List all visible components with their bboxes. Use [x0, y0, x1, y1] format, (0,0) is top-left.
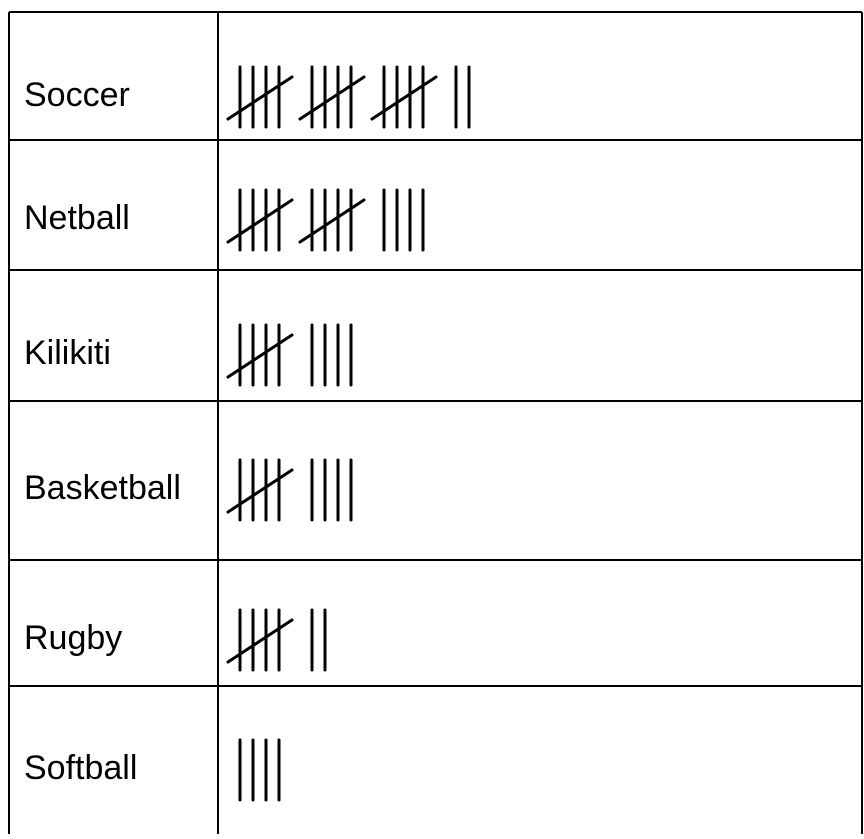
- sport-name: Basketball: [24, 469, 181, 507]
- tally-slash: [226, 468, 294, 514]
- sport-name: Softball: [24, 749, 137, 787]
- tally-slash: [226, 75, 294, 121]
- sport-name: Soccer: [24, 76, 130, 114]
- tally-slash: [226, 198, 294, 244]
- tally-slash: [370, 75, 438, 121]
- tally-slash: [226, 333, 294, 379]
- sport-name: Rugby: [24, 619, 122, 657]
- tally-slash: [226, 618, 294, 664]
- sport-name: Kilikiti: [24, 334, 111, 372]
- tally-slash: [298, 198, 366, 244]
- sport-name: Netball: [24, 199, 130, 237]
- tally-slash: [298, 75, 366, 121]
